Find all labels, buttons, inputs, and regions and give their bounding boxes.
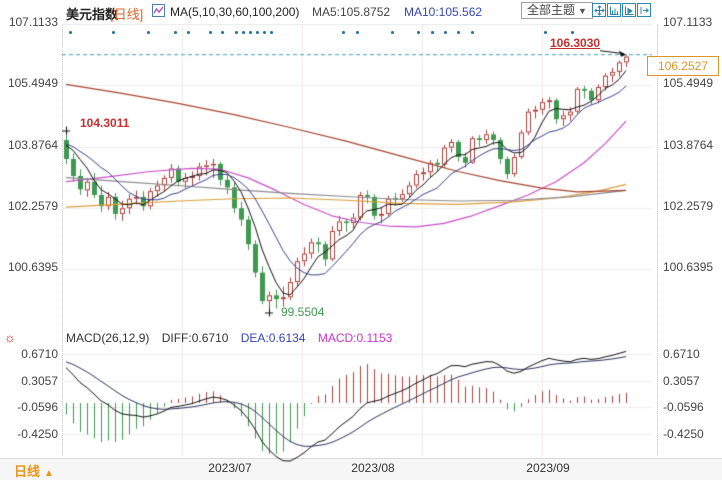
macd-hist-value: MACD:0.1153 — [317, 331, 393, 345]
event-dot-icon[interactable] — [263, 31, 266, 34]
event-dot-icon[interactable] — [391, 31, 394, 34]
ma5-value: MA5:105.8752 — [312, 5, 391, 19]
macd-axis-tick: 0.6710 — [21, 346, 58, 361]
event-dot-icon[interactable] — [417, 31, 420, 34]
date-axis-tick: 2023/09 — [526, 461, 570, 475]
price-axis-tick: 100.6395 — [7, 260, 58, 275]
event-dot-icon[interactable] — [187, 31, 190, 34]
event-dot-icon[interactable] — [112, 31, 115, 34]
event-dot-icon[interactable] — [242, 31, 245, 34]
symbol-title: 美元指数 — [66, 7, 119, 22]
level-price-annotation: 106.3030 — [550, 36, 601, 50]
event-dot-icon[interactable] — [342, 31, 345, 34]
price-axis-tick: 102.2579 — [7, 198, 58, 213]
macd-header: MACD(26,12,9) DIFF:0.6710 DEA:0.6134 MAC… — [66, 331, 401, 345]
macd-params-label: MACD(26,12,9) — [66, 331, 150, 345]
date-axis-tick: 2023/08 — [351, 461, 395, 475]
low-price-annotation: 99.5504 — [281, 305, 325, 319]
date-axis-tick: 2023/07 — [208, 461, 252, 475]
period-selector[interactable]: 日线 ▲ — [14, 461, 54, 480]
event-dot-icon[interactable] — [256, 31, 259, 34]
last-price-badge: 106.2527 — [647, 56, 719, 76]
chevron-down-icon: ▼ — [578, 6, 587, 16]
event-dot-icon[interactable] — [270, 31, 273, 34]
period-tag: [日线] — [110, 7, 144, 22]
event-dot-icon[interactable] — [174, 31, 177, 34]
period-selector-label: 日线 — [14, 464, 41, 479]
event-dot-icon[interactable] — [69, 31, 72, 34]
theme-selector-label: 全部主题 — [527, 3, 576, 17]
step-forward-icon[interactable] — [637, 3, 651, 17]
line-chart-icon — [152, 4, 165, 17]
event-dot-icon[interactable] — [544, 31, 547, 34]
event-dot-icon[interactable] — [571, 31, 574, 34]
event-dot-icon[interactable] — [356, 31, 359, 34]
high-price-annotation: 104.3011 — [80, 116, 130, 130]
price-axis-tick: 107.1133 — [8, 15, 58, 29]
price-axis-tick: 103.8764 — [663, 137, 714, 152]
macd-axis-tick: -0.0596 — [17, 400, 58, 415]
macd-axis-tick: 0.3057 — [663, 373, 700, 388]
indicator-settings-icon[interactable]: ☼ — [4, 330, 16, 345]
macd-axis-tick: -0.4250 — [17, 427, 58, 442]
main-chart-canvas[interactable] — [62, 24, 652, 478]
theme-selector[interactable]: 全部主题 ▼ — [521, 2, 593, 19]
ma-settings-label: MA(5,10,30,60,100,200) — [170, 5, 300, 19]
event-dot-icon[interactable] — [209, 31, 212, 34]
price-axis-tick: 105.4949 — [663, 76, 714, 91]
event-dot-icon[interactable] — [457, 31, 460, 34]
macd-axis-tick: -0.4250 — [663, 427, 704, 442]
event-dot-icon[interactable] — [471, 31, 474, 34]
macd-dea-value: DEA:0.6134 — [240, 331, 306, 345]
event-dot-icon[interactable] — [444, 31, 447, 34]
event-dot-icon[interactable] — [221, 31, 224, 34]
macd-diff-value: DIFF:0.6710 — [161, 331, 229, 345]
event-dot-icon[interactable] — [249, 31, 252, 34]
event-dot-icon[interactable] — [235, 31, 238, 34]
macd-axis-tick: 0.3057 — [21, 373, 58, 388]
price-axis-tick: 102.2579 — [663, 198, 714, 213]
move-icon[interactable] — [592, 3, 606, 17]
event-dot-icon[interactable] — [431, 31, 434, 34]
triangle-up-icon: ▲ — [44, 468, 54, 479]
macd-axis-tick: -0.0596 — [663, 400, 704, 415]
price-axis-tick: 107.1133 — [663, 15, 713, 29]
scale-icon[interactable] — [607, 3, 621, 17]
price-axis-tick: 105.4949 — [7, 76, 58, 91]
ma10-value: MA10:105.562 — [404, 5, 483, 19]
price-axis-tick: 103.8764 — [7, 137, 58, 152]
forward-icon[interactable] — [622, 3, 636, 17]
event-dot-icon[interactable] — [147, 31, 150, 34]
price-axis-tick: 100.6395 — [663, 260, 714, 275]
macd-axis-tick: 0.6710 — [663, 346, 700, 361]
